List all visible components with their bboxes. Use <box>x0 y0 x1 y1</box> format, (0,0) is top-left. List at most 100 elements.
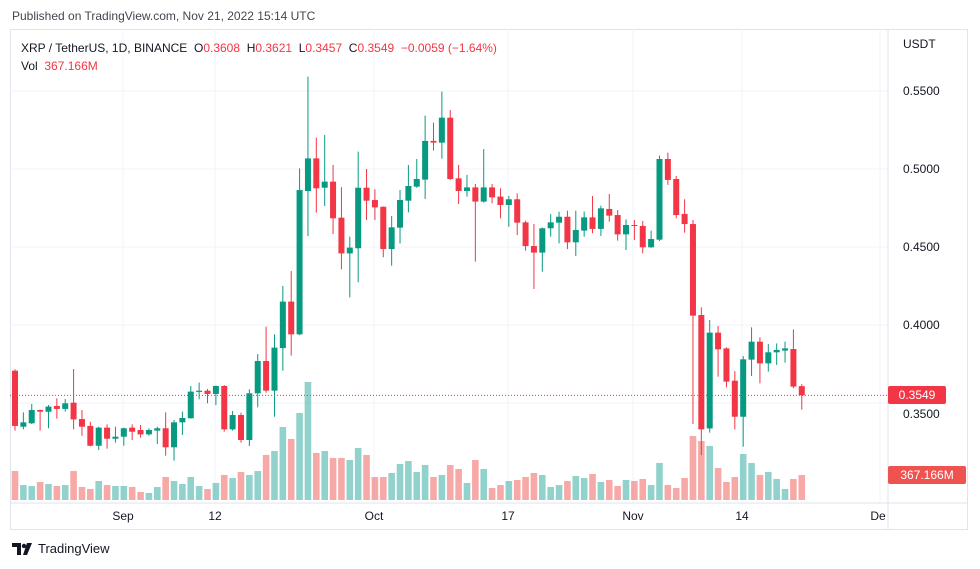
candle[interactable] <box>288 271 295 356</box>
candle[interactable] <box>296 168 303 336</box>
candle[interactable] <box>556 211 563 244</box>
candle[interactable] <box>154 426 161 445</box>
candle[interactable] <box>489 183 496 204</box>
candle[interactable] <box>706 320 713 433</box>
candle[interactable] <box>279 286 286 371</box>
candle[interactable] <box>740 356 747 447</box>
candle[interactable] <box>673 176 680 219</box>
candle[interactable] <box>731 371 738 430</box>
candle[interactable] <box>422 115 429 199</box>
candle[interactable] <box>790 329 797 389</box>
candle[interactable] <box>204 388 211 404</box>
candle[interactable] <box>229 410 236 431</box>
candle[interactable] <box>748 327 755 377</box>
candle[interactable] <box>246 389 253 447</box>
candle[interactable] <box>664 152 671 185</box>
candle[interactable] <box>37 409 44 431</box>
candle[interactable] <box>765 344 772 372</box>
candle[interactable] <box>346 236 353 298</box>
candle[interactable] <box>221 385 228 432</box>
candle[interactable] <box>12 369 18 431</box>
candle[interactable] <box>397 190 404 244</box>
candle[interactable] <box>237 412 244 443</box>
candle[interactable] <box>28 403 35 425</box>
candle[interactable] <box>70 368 77 430</box>
candle[interactable] <box>321 134 328 206</box>
candle[interactable] <box>756 337 763 384</box>
candle[interactable] <box>145 428 152 436</box>
candle[interactable] <box>455 164 462 204</box>
candle[interactable] <box>539 227 546 272</box>
candle[interactable] <box>463 174 470 197</box>
volume-bar <box>87 488 94 500</box>
candle[interactable] <box>95 426 102 450</box>
candle[interactable] <box>547 214 554 237</box>
volume-bar <box>304 381 312 500</box>
candle[interactable] <box>112 426 119 443</box>
candle[interactable] <box>45 405 52 429</box>
candle[interactable] <box>162 412 169 456</box>
candle[interactable] <box>773 343 780 365</box>
candle[interactable] <box>313 137 320 213</box>
candle[interactable] <box>715 325 722 377</box>
candle[interactable] <box>129 424 136 440</box>
candle[interactable] <box>53 398 60 419</box>
candle[interactable] <box>338 187 345 270</box>
candle[interactable] <box>589 195 596 234</box>
candle[interactable] <box>480 149 487 203</box>
candle[interactable] <box>187 385 194 419</box>
candle[interactable] <box>530 224 537 289</box>
candle[interactable] <box>438 91 445 159</box>
candle[interactable] <box>304 76 311 237</box>
candle[interactable] <box>522 220 529 251</box>
tradingview-logo[interactable]: TradingView <box>12 541 110 556</box>
candle[interactable] <box>572 210 579 257</box>
candle[interactable] <box>514 193 521 235</box>
candle[interactable] <box>405 164 412 213</box>
candle[interactable] <box>623 219 630 250</box>
candle[interactable] <box>371 189 378 221</box>
candle[interactable] <box>656 155 663 242</box>
candle[interactable] <box>271 334 278 417</box>
currency-label[interactable]: USDT <box>903 37 936 51</box>
candle[interactable] <box>330 164 337 235</box>
candle[interactable] <box>104 424 111 449</box>
candle[interactable] <box>137 424 144 438</box>
candle[interactable] <box>263 326 270 393</box>
candle[interactable] <box>196 382 203 400</box>
candle[interactable] <box>120 427 127 446</box>
candle[interactable] <box>564 210 571 250</box>
candle[interactable] <box>388 215 395 266</box>
candle[interactable] <box>497 188 504 219</box>
candle[interactable] <box>413 159 420 188</box>
candle[interactable] <box>447 110 454 180</box>
candle[interactable] <box>698 307 705 455</box>
candle[interactable] <box>614 210 621 241</box>
candle[interactable] <box>723 347 730 388</box>
candle[interactable] <box>363 169 370 221</box>
candle[interactable] <box>581 211 588 237</box>
candle[interactable] <box>639 220 646 254</box>
candle[interactable] <box>212 385 219 406</box>
candle[interactable] <box>254 354 261 408</box>
candle[interactable] <box>179 411 186 435</box>
candle[interactable] <box>606 193 613 222</box>
candle[interactable] <box>380 206 387 258</box>
candle[interactable] <box>648 230 655 248</box>
candle[interactable] <box>681 199 688 233</box>
candle[interactable] <box>505 195 512 227</box>
candle[interactable] <box>472 183 479 262</box>
candle[interactable] <box>78 410 85 436</box>
candle[interactable] <box>798 384 805 410</box>
candle[interactable] <box>62 398 69 412</box>
candle[interactable] <box>87 421 94 447</box>
candle[interactable] <box>430 122 437 151</box>
candle[interactable] <box>20 412 27 430</box>
candle[interactable] <box>355 151 362 283</box>
candle[interactable] <box>689 220 696 425</box>
candle[interactable] <box>597 205 604 237</box>
candle[interactable] <box>782 341 789 363</box>
candle[interactable] <box>171 420 178 461</box>
candle[interactable] <box>631 220 638 240</box>
